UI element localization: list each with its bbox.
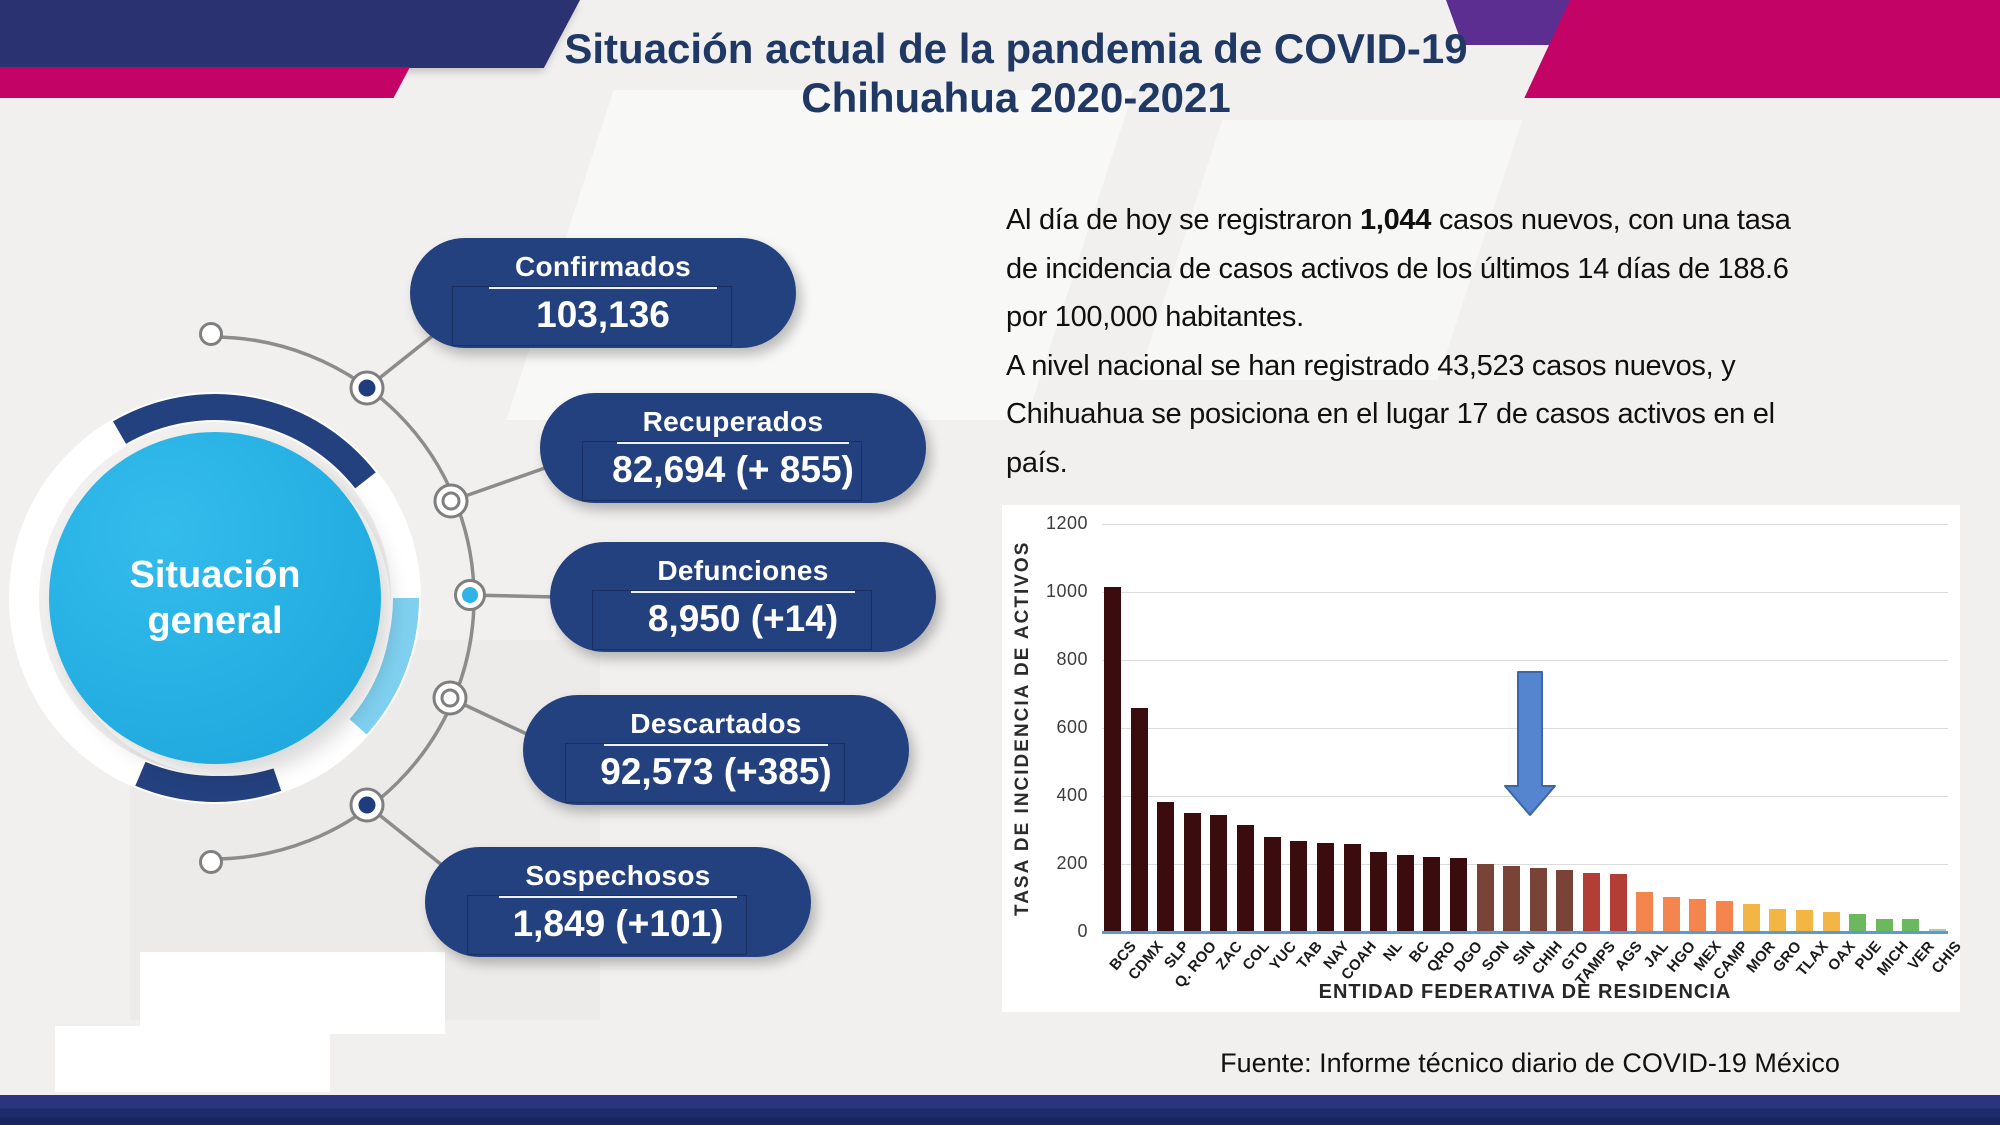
- summary-line5: Chihuahua se posiciona en el lugar 17 de…: [1006, 398, 1775, 430]
- bar-NAY: [1316, 842, 1334, 932]
- background-white-block: [55, 1026, 330, 1092]
- page-title-line1: Situación actual de la pandemia de COVID…: [564, 25, 1468, 72]
- situacion-diagram: [9, 316, 563, 880]
- node-defunciones-dot: [462, 587, 478, 603]
- bar-JAL: [1636, 892, 1654, 932]
- bar-MICH: [1875, 918, 1893, 932]
- ring-navy-top-arc: [113, 394, 376, 489]
- bar-OAX: [1822, 911, 1840, 932]
- x-axis-title: ENTIDAD FEDERATIVA DE RESIDENCIA: [1318, 981, 1732, 1003]
- y-tick-400: 400: [1056, 785, 1088, 805]
- stat-value: 1,849 (+101): [512, 902, 724, 944]
- bar-BC: [1396, 855, 1414, 932]
- bottom-navy-bar: [0, 1095, 2000, 1125]
- gridline-1200: [1102, 524, 1948, 525]
- bar-CHIS: [1929, 928, 1946, 932]
- bar-SON: [1476, 864, 1494, 932]
- summary-line6: país.: [1006, 446, 1068, 479]
- bar-MOR: [1742, 903, 1760, 932]
- node-recuperados-ring: [441, 491, 461, 511]
- source-caption: Fuente: Informe técnico diario de COVID-…: [1220, 1048, 1840, 1078]
- y-tick-1000: 1000: [1045, 581, 1088, 601]
- situacion-circle-line2: general: [147, 600, 283, 642]
- node-end-bottom: [199, 850, 223, 874]
- new-cases-count: 1,044: [1360, 204, 1432, 236]
- bar-HGO: [1662, 896, 1680, 932]
- chih-annotation: [1504, 671, 1556, 816]
- summary-line3: por 100,000 habitantes.: [1006, 301, 1304, 333]
- bar-NL: [1370, 852, 1388, 932]
- down-arrow-icon: [1504, 671, 1556, 816]
- page-title-line2: Chihuahua 2020-2021: [801, 74, 1231, 121]
- bar-Q. ROO: [1183, 813, 1201, 932]
- bar-PUE: [1849, 913, 1867, 932]
- summary-paragraph: Al día de hoy se registraron 1,044 casos…: [1006, 196, 1968, 487]
- bar-ZAC: [1210, 815, 1228, 932]
- stat-value: 103,136: [536, 293, 670, 335]
- stat-label: Sospechosos: [499, 860, 737, 898]
- gridline-200: [1102, 864, 1948, 865]
- node-descartados-ring: [440, 688, 460, 708]
- bar-CDMX: [1130, 707, 1148, 932]
- bar-BCS: [1104, 586, 1121, 932]
- background-white-block: [140, 952, 445, 1034]
- bar-CHIH: [1529, 868, 1547, 932]
- bar-TAB: [1290, 840, 1308, 932]
- bar-QRO: [1423, 857, 1441, 932]
- bar-YUC: [1263, 836, 1281, 932]
- stat-label: Recuperados: [616, 406, 850, 444]
- situacion-circle: Situación general: [49, 432, 381, 764]
- node-confirmados-dot: [358, 379, 376, 397]
- bar-TAMPS: [1583, 872, 1601, 932]
- stat-pill-recuperados: Recuperados 82,694 (+ 855): [540, 393, 926, 503]
- gridline-800: [1102, 660, 1948, 661]
- bar-TLAX: [1795, 909, 1813, 932]
- chart-card: 0 200 400 600 800 1000 1200 TASA DE INCIDENCIA…: [1002, 505, 1965, 1012]
- y-tick-1200: 1200: [1045, 513, 1088, 533]
- stat-value: 82,694 (+ 855): [612, 448, 854, 490]
- summary-line2: de incidencia de casos activos de los úl…: [1006, 252, 1789, 285]
- stat-value: 8,950 (+14): [647, 597, 839, 639]
- stat-pill-sospechosos: Sospechosos 1,849 (+101): [425, 847, 811, 957]
- page-title: Situación actual de la pandemia de COVID…: [400, 24, 1632, 122]
- stat-value: 92,573 (+385): [600, 750, 832, 792]
- bar-SIN: [1503, 866, 1521, 932]
- bar-MEX: [1689, 899, 1707, 932]
- gridline-1000: [1102, 592, 1948, 593]
- bars: [1104, 524, 1946, 932]
- x-axis-line: [1102, 931, 1948, 934]
- y-tick-0: 0: [1077, 921, 1088, 941]
- situacion-circle-line1: Situación: [129, 554, 301, 596]
- y-tick-200: 200: [1056, 853, 1088, 873]
- bar-VER: [1902, 919, 1920, 932]
- stat-label: Confirmados: [489, 251, 717, 289]
- y-tick-600: 600: [1056, 717, 1088, 737]
- node-sospechosos-dot: [358, 796, 376, 814]
- summary-line1: Al día de hoy se registraron 1,044 casos…: [1006, 204, 1791, 236]
- bar-GRO: [1769, 908, 1787, 932]
- bar-GTO: [1556, 870, 1574, 932]
- y-tick-800: 800: [1056, 649, 1088, 669]
- summary-line4: A nivel nacional se han registrado 43,52…: [1006, 349, 1736, 382]
- bar-CAMP: [1716, 900, 1734, 932]
- node-end-top: [199, 322, 223, 346]
- stat-pill-confirmados: Confirmados 103,136: [410, 238, 796, 348]
- ring-lightblue-arc: [347, 597, 419, 735]
- stat-pill-defunciones: Defunciones 8,950 (+14): [550, 542, 936, 652]
- stat-pill-descartados: Descartados 92,573 (+385): [523, 695, 909, 805]
- bar-AGS: [1609, 874, 1627, 932]
- stat-label: Descartados: [604, 708, 828, 746]
- bar-DGO: [1449, 857, 1467, 932]
- bar-COAH: [1343, 844, 1361, 932]
- bar-SLP: [1157, 802, 1175, 932]
- ring-navy-bottom-arc: [135, 761, 282, 802]
- stat-label: Defunciones: [631, 555, 855, 593]
- bar-COL: [1237, 824, 1255, 932]
